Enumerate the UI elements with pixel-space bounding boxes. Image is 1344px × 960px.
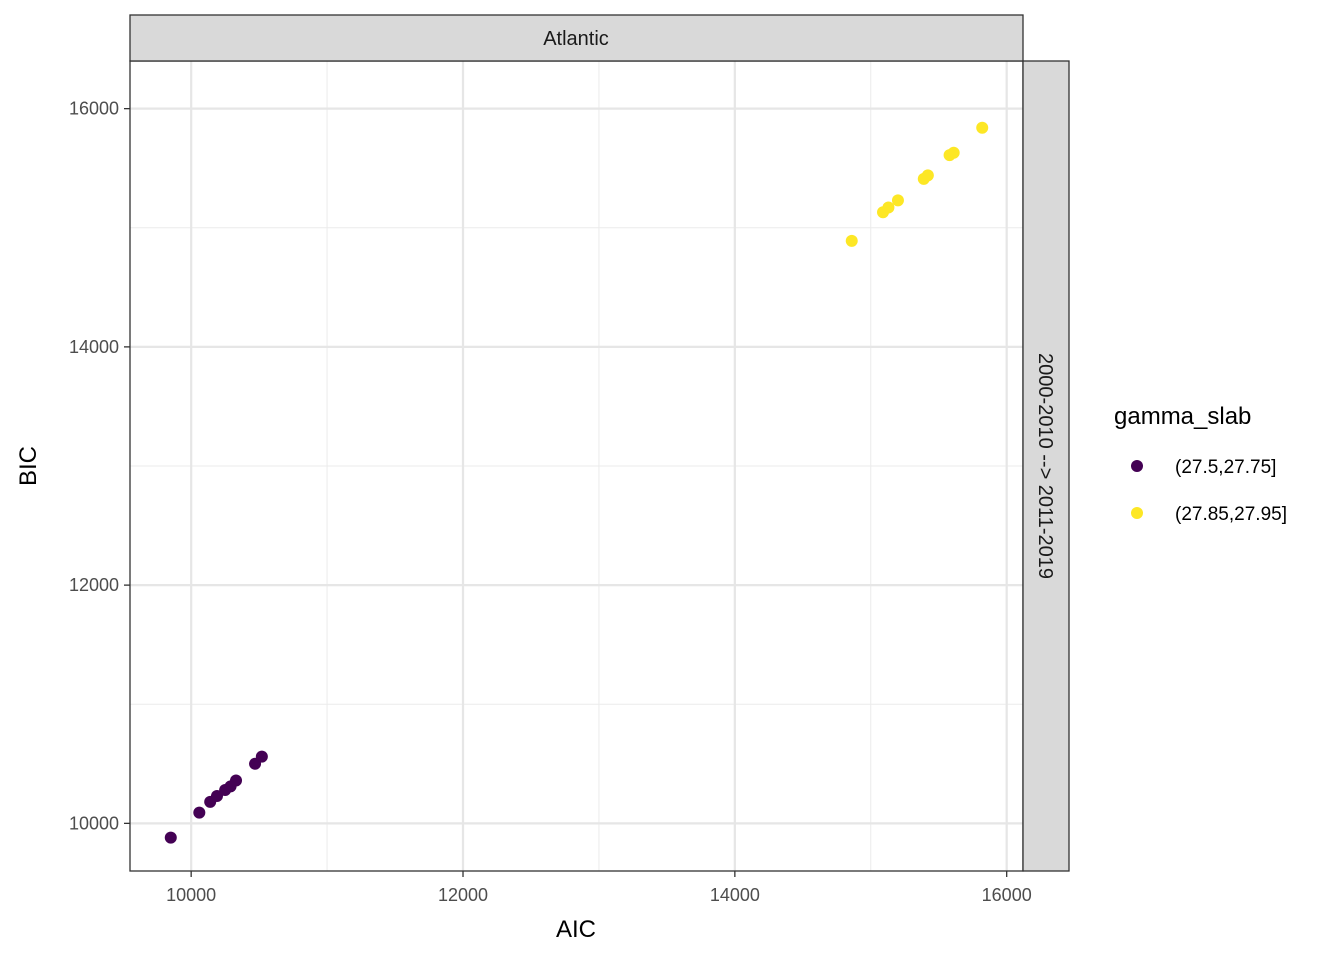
y-tick-label-1: 12000: [69, 575, 119, 595]
legend-title: gamma_slab: [1114, 403, 1251, 430]
x-axis-title: AIC: [556, 916, 596, 943]
data-point-s1-2: [882, 201, 895, 214]
legend-label-0: (27.5,27.75]: [1175, 457, 1276, 478]
x-tick-label-1: 12000: [438, 885, 488, 905]
data-point-s0-6: [230, 774, 243, 787]
data-point-s1-5: [921, 169, 934, 182]
legend-key-0: [1131, 460, 1143, 472]
x-axis-ticks: 10000 12000 14000 16000: [166, 871, 1032, 905]
facet-strip-right-background: [1022, 60, 1070, 872]
legend-items: (27.5,27.75] (27.85,27.95]: [1131, 457, 1287, 525]
y-axis-ticks: 10000 12000 14000 16000: [69, 99, 130, 833]
data-point-s0-8: [255, 750, 268, 763]
data-point-s0-0: [164, 831, 177, 844]
facet-strip-top: Atlantic: [129, 14, 1024, 62]
facet-strip-top-label: Atlantic: [543, 28, 609, 50]
data-point-s1-8: [976, 121, 989, 134]
data-point-s1-3: [891, 194, 904, 207]
x-tick-label-0: 10000: [166, 885, 216, 905]
data-point-s0-1: [193, 806, 206, 819]
data-points: [164, 121, 989, 844]
data-point-s1-7: [947, 146, 960, 159]
minor-grid: [130, 61, 1023, 871]
facet-strip-top-background: [129, 14, 1024, 62]
legend-key-1: [1131, 507, 1143, 519]
legend: gamma_slab (27.5,27.75] (27.85,27.95]: [1114, 403, 1287, 525]
y-tick-label-0: 10000: [69, 813, 119, 833]
y-tick-label-2: 14000: [69, 337, 119, 357]
x-tick-label-2: 14000: [710, 885, 760, 905]
major-grid: [130, 61, 1023, 871]
facet-strip-right: 2000-2010 --> 2011-2019: [1022, 60, 1070, 872]
x-tick-label-3: 16000: [982, 885, 1032, 905]
y-axis-title: BIC: [15, 446, 42, 486]
legend-label-1: (27.85,27.95]: [1175, 504, 1287, 525]
facet-strip-right-label: 2000-2010 --> 2011-2019: [1034, 353, 1056, 579]
y-tick-label-3: 16000: [69, 99, 119, 119]
data-point-s1-0: [845, 234, 858, 247]
